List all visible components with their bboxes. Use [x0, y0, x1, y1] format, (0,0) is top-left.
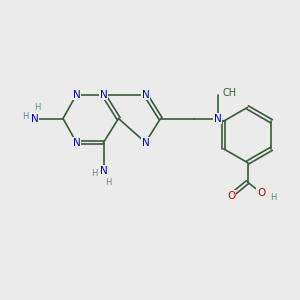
Text: N: N — [100, 89, 107, 100]
Text: O: O — [227, 190, 235, 201]
Text: O: O — [257, 188, 265, 198]
Text: N: N — [142, 89, 149, 100]
Text: N: N — [73, 89, 80, 100]
Text: H: H — [91, 169, 97, 178]
Text: H: H — [270, 193, 277, 202]
Text: CH: CH — [223, 88, 237, 98]
Text: H: H — [105, 178, 111, 187]
Text: N: N — [214, 113, 221, 124]
Text: H: H — [22, 112, 29, 121]
Text: N: N — [31, 113, 38, 124]
Text: N: N — [142, 137, 149, 148]
Text: N: N — [100, 166, 107, 176]
Text: N: N — [73, 137, 80, 148]
Text: H: H — [34, 103, 40, 112]
